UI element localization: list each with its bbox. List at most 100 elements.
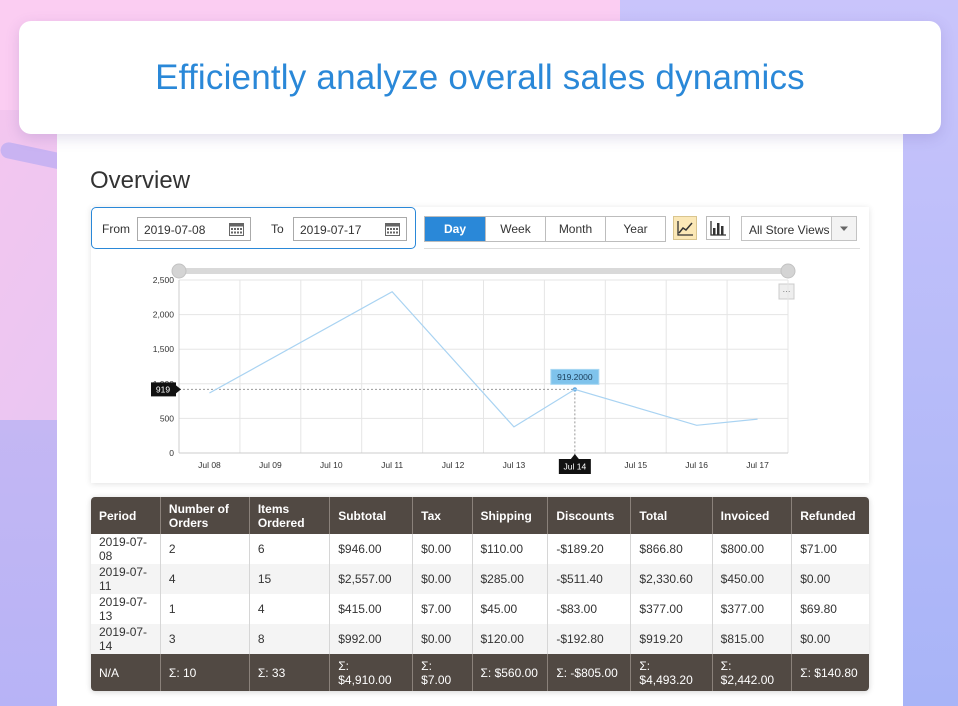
table-cell: $120.00 xyxy=(471,624,548,654)
line-chart-button[interactable] xyxy=(673,216,697,240)
from-label: From xyxy=(102,222,130,236)
table-cell: -$189.20 xyxy=(547,534,631,564)
column-header[interactable]: Items Ordered xyxy=(248,497,330,534)
x-tick-label: Jul 08 xyxy=(198,460,221,470)
column-header[interactable]: Discounts xyxy=(547,497,631,534)
from-date-value: 2019-07-08 xyxy=(144,223,206,237)
date-range-group: From 2019-07-08 To 2019-07-17 xyxy=(91,207,416,249)
y-tick-label: 0 xyxy=(169,448,174,458)
data-point[interactable] xyxy=(207,391,211,395)
table-cell: $69.80 xyxy=(791,594,869,624)
column-header[interactable]: Refunded xyxy=(791,497,869,534)
table-cell: $377.00 xyxy=(630,594,713,624)
sales-table: Period Number of Orders Items Ordered Subto… xyxy=(91,497,869,691)
table-cell: $285.00 xyxy=(471,564,548,594)
table-cell: $815.00 xyxy=(711,624,792,654)
tab-month[interactable]: Month xyxy=(545,217,605,241)
x-tick-label: Jul 09 xyxy=(259,460,282,470)
data-point[interactable] xyxy=(695,423,699,427)
svg-text:919: 919 xyxy=(156,384,170,394)
table-row[interactable]: 2019-07-13 1 4 $415.00 $7.00 $45.00 -$83.00 $37… xyxy=(91,594,869,624)
store-view-select[interactable]: All Store Views xyxy=(741,216,857,241)
totals-cell: Σ: $7.00 xyxy=(412,654,472,691)
totals-cell: Σ: $140.80 xyxy=(791,654,869,691)
svg-text:919.2000: 919.2000 xyxy=(557,372,593,382)
table-cell: $0.00 xyxy=(791,564,869,594)
table-cell: -$192.80 xyxy=(547,624,631,654)
from-date-input[interactable]: 2019-07-08 xyxy=(137,217,251,241)
data-point[interactable] xyxy=(756,417,760,421)
column-header[interactable]: Shipping xyxy=(471,497,548,534)
range-track xyxy=(179,268,789,274)
to-label: To xyxy=(271,222,284,236)
range-slider[interactable] xyxy=(171,263,796,279)
headline: Efficiently analyze overall sales dynami… xyxy=(155,57,805,97)
table-row[interactable]: 2019-07-08 2 6 $946.00 $0.00 $110.00 -$189.20 $… xyxy=(91,534,869,564)
table-cell: 6 xyxy=(248,534,330,564)
chart-container xyxy=(91,207,869,483)
tooltip: 919.2000 xyxy=(550,368,600,385)
data-point[interactable] xyxy=(512,425,516,429)
table-cell: 8 xyxy=(248,624,330,654)
table-row[interactable]: 2019-07-14 3 8 $992.00 $0.00 $120.00 -$192.80 $… xyxy=(91,624,869,654)
column-header[interactable]: Tax xyxy=(412,497,472,534)
column-header[interactable]: Subtotal xyxy=(329,497,413,534)
calendar-icon[interactable] xyxy=(229,222,244,236)
x-tick-label: Jul 11 xyxy=(381,460,403,470)
totals-cell: Σ: $560.00 xyxy=(471,654,548,691)
table-cell: 2019-07-14 xyxy=(91,624,161,654)
y-tick-label: 2,500 xyxy=(153,275,175,285)
column-header[interactable]: Total xyxy=(630,497,713,534)
column-header[interactable]: Invoiced xyxy=(711,497,792,534)
table-cell: 2019-07-11 xyxy=(91,564,161,594)
table-cell: $71.00 xyxy=(791,534,869,564)
table-cell: 2019-07-08 xyxy=(91,534,161,564)
calendar-icon[interactable] xyxy=(385,222,400,236)
totals-cell: Σ: 33 xyxy=(248,654,330,691)
table-cell: $992.00 xyxy=(329,624,413,654)
totals-cell: Σ: $4,493.20 xyxy=(630,654,713,691)
totals-row: N/A Σ: 10 Σ: 33 Σ: $4,910.00 Σ: $7.00 Σ: $560… xyxy=(91,654,869,691)
range-handle-start[interactable] xyxy=(171,263,187,279)
table-cell: 3 xyxy=(159,624,250,654)
tab-day[interactable]: Day xyxy=(425,217,485,241)
x-tick-label: Jul 10 xyxy=(320,460,343,470)
table-cell: $0.00 xyxy=(791,624,869,654)
bar-chart-button[interactable] xyxy=(706,216,730,240)
totals-cell: Σ: -$805.00 xyxy=(547,654,631,691)
store-view-value: All Store Views xyxy=(749,223,830,237)
chart-menu-button[interactable]: ··· xyxy=(778,283,795,300)
period-tabs: Day Week Month Year xyxy=(424,216,666,242)
series-line xyxy=(209,290,758,428)
toolbar-divider xyxy=(424,248,860,249)
tab-year[interactable]: Year xyxy=(605,217,665,241)
chevron-down-icon xyxy=(840,226,848,231)
table-row[interactable]: 2019-07-11 4 15 $2,557.00 $0.00 $285.00 -$511.… xyxy=(91,564,869,594)
bar-chart-icon xyxy=(710,221,726,236)
table-cell: $415.00 xyxy=(329,594,413,624)
data-point[interactable] xyxy=(390,290,394,294)
to-date-input[interactable]: 2019-07-17 xyxy=(293,217,407,241)
data-point[interactable] xyxy=(573,387,577,391)
table-cell: $0.00 xyxy=(412,534,472,564)
column-header[interactable]: Period xyxy=(91,497,161,534)
table-cell: 2 xyxy=(159,534,250,564)
tab-week[interactable]: Week xyxy=(485,217,545,241)
column-header[interactable]: Number of Orders xyxy=(159,497,250,534)
table-cell: $377.00 xyxy=(711,594,792,624)
table-cell: $2,557.00 xyxy=(329,564,413,594)
line-chart-icon xyxy=(677,221,693,236)
table-cell: -$511.40 xyxy=(547,564,631,594)
x-tick-label: Jul 13 xyxy=(503,460,526,470)
table-cell: 2019-07-13 xyxy=(91,594,161,624)
select-arrow[interactable] xyxy=(831,217,856,240)
x-tick-label: Jul 16 xyxy=(685,460,708,470)
table-cell: $866.80 xyxy=(630,534,713,564)
range-handle-end[interactable] xyxy=(780,263,796,279)
totals-cell: N/A xyxy=(91,654,161,691)
table-cell: $450.00 xyxy=(711,564,792,594)
table-cell: -$83.00 xyxy=(547,594,631,624)
table-cell: 15 xyxy=(248,564,330,594)
y-tick-label: 2,000 xyxy=(153,310,175,320)
svg-text:···: ··· xyxy=(783,287,791,296)
